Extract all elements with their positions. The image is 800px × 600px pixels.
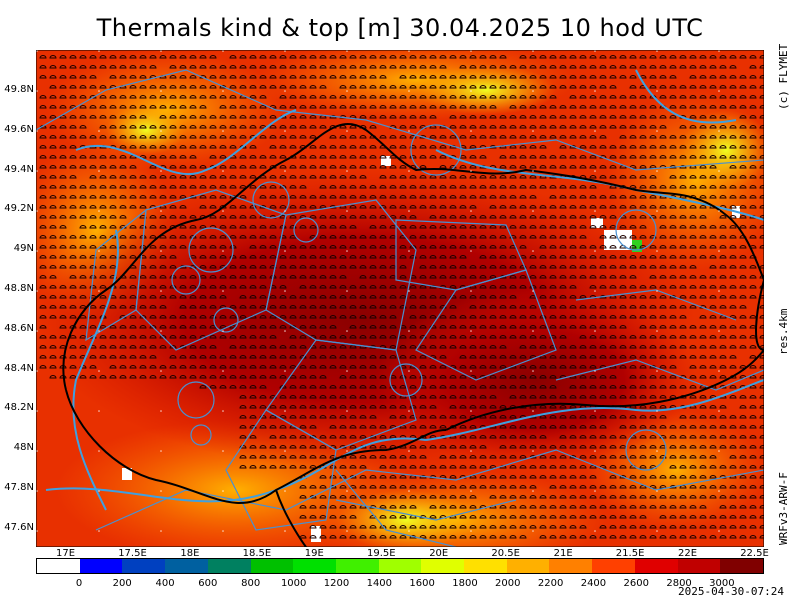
colorbar-label: 2600: [623, 578, 649, 589]
colorbar-swatch: [207, 559, 251, 573]
longitude-tick: 19E: [304, 548, 324, 559]
colorbar-swatch: [592, 559, 635, 573]
copyright-label: (c) FLYMET: [777, 43, 790, 110]
latitude-tick: 49.2N: [4, 203, 34, 215]
colorbar-swatch: [464, 559, 507, 573]
colorbar-swatch: [378, 559, 422, 573]
longitude-tick: 21.5E: [615, 548, 645, 559]
longitude-tick: 20.5E: [491, 548, 520, 559]
latitude-tick: 49.8N: [4, 84, 34, 95]
latitude-tick: 49.4N: [4, 163, 34, 175]
colorbar-swatch: [293, 559, 336, 573]
thermal-map: [36, 50, 764, 547]
latitude-tick: 49.6N: [4, 123, 34, 135]
longitude-tick: 22.5E: [740, 548, 769, 559]
latitude-tick: 48.8N: [4, 283, 34, 294]
model-label: WRFv3-ARW-F: [777, 472, 790, 545]
colorbar-label: 800: [241, 578, 261, 589]
colorbar-swatch: [165, 559, 208, 573]
latitude-tick: 48N: [13, 442, 34, 454]
colorbar-label: 1000: [280, 578, 307, 589]
resolution-label: res.4km: [777, 308, 790, 355]
longitude-tick: 17.5E: [118, 548, 147, 559]
colorbar-label: 3000: [709, 578, 735, 589]
colorbar-swatch: [634, 559, 678, 573]
longitude-tick: 17E: [56, 548, 76, 559]
colorbar-swatch: [122, 559, 166, 573]
colorbar-swatch: [335, 559, 379, 573]
colorbar-label: 1600: [409, 578, 435, 589]
longitude-tick: 21E: [553, 548, 573, 559]
colorbar-label: 600: [198, 578, 218, 589]
latitude-tick: 49N: [13, 243, 34, 255]
colorbar-label: 400: [155, 578, 175, 589]
longitude-tick: 19.5E: [367, 548, 396, 559]
colorbar-swatch: [79, 559, 123, 573]
colorbar-label: 1800: [452, 578, 478, 589]
colorbar-swatch: [250, 559, 294, 573]
colorbar-label: 0: [75, 578, 83, 589]
latitude-tick: 48.6N: [4, 322, 34, 334]
colorbar-swatch: [37, 559, 80, 573]
colorbar-label: 200: [112, 578, 132, 589]
map-title: Thermals kind & top [m] 30.04.2025 10 ho…: [96, 14, 704, 42]
latitude-tick: 47.8N: [4, 482, 34, 493]
run-timestamp: 2025-04-30-07:24: [678, 585, 784, 598]
latitude-tick: 48.4N: [4, 362, 34, 374]
colorbar-swatch: [421, 559, 465, 573]
longitude-tick: 18.5E: [242, 548, 272, 559]
latitude-tick: 48.2N: [4, 402, 34, 414]
colorbar-label: 1200: [323, 578, 350, 589]
colorbar-swatch: [720, 559, 763, 573]
colorbar-swatch: [549, 559, 593, 573]
longitude-tick: 18E: [180, 548, 200, 559]
colorbar-label: 2800: [666, 578, 692, 589]
colorbar-swatch: [506, 559, 550, 573]
longitude-tick: 22E: [678, 548, 698, 559]
colorbar-label: 1400: [366, 578, 393, 589]
longitude-tick: 20E: [429, 548, 449, 559]
colorbar-label: 2200: [537, 578, 564, 589]
colorbar-label: 2400: [580, 578, 607, 589]
colorbar: [36, 558, 764, 574]
colorbar-label: 2000: [495, 578, 521, 589]
graticule: [36, 50, 764, 547]
latitude-tick: 47.6N: [4, 521, 34, 533]
colorbar-swatch: [677, 559, 721, 573]
